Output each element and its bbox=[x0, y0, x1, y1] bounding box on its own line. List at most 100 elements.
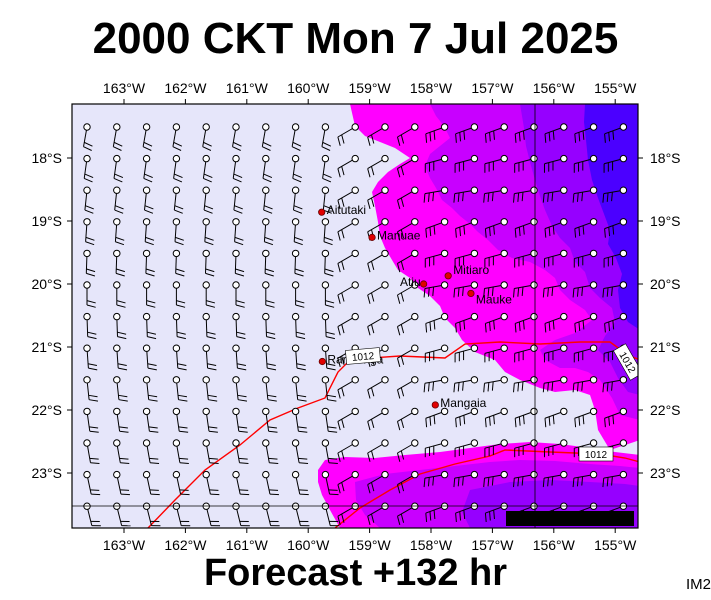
wind-barb bbox=[573, 154, 598, 173]
place-label: Mauke bbox=[476, 292, 512, 306]
wind-barb bbox=[337, 376, 359, 399]
wind-barb bbox=[232, 407, 248, 433]
copyright-box bbox=[506, 511, 634, 526]
wind-barb bbox=[113, 344, 128, 371]
wind-barb bbox=[514, 218, 538, 238]
place-label: Manuae bbox=[377, 228, 421, 242]
wind-barb bbox=[544, 123, 568, 143]
wind-barb bbox=[291, 312, 306, 340]
wind-barb bbox=[396, 376, 419, 399]
wind-barb bbox=[396, 281, 419, 304]
wind-barb bbox=[232, 470, 250, 496]
wind-barb bbox=[232, 186, 243, 214]
wind-barb bbox=[291, 249, 304, 277]
wind-barb bbox=[232, 218, 244, 246]
place-dot bbox=[444, 272, 452, 280]
wind-barb bbox=[291, 281, 305, 308]
wind-barb bbox=[262, 218, 274, 246]
wind-barb bbox=[321, 376, 337, 402]
wind-barb bbox=[514, 123, 538, 143]
lat-tick-label-left: 18°S bbox=[31, 150, 62, 166]
lon-tick-label-bottom: 159°W bbox=[349, 537, 392, 553]
wind-barb bbox=[142, 470, 160, 496]
wind-barb bbox=[543, 439, 568, 458]
wind-barb bbox=[337, 186, 359, 210]
wind-barb bbox=[513, 376, 538, 393]
wind-barb bbox=[291, 439, 309, 464]
wind-barb bbox=[367, 312, 389, 336]
wind-barb bbox=[367, 470, 389, 494]
wind-barb bbox=[321, 154, 332, 183]
isobar-label: 1012 bbox=[578, 446, 614, 462]
wind-barb bbox=[544, 218, 568, 238]
wind-barb bbox=[202, 376, 218, 402]
lon-tick-label-bottom: 158°W bbox=[410, 537, 453, 553]
place-dot bbox=[318, 357, 326, 366]
wind-barb bbox=[337, 123, 359, 146]
wind-barb bbox=[453, 376, 479, 393]
wind-barb bbox=[291, 407, 308, 433]
wind-barb bbox=[321, 439, 338, 464]
wind-barb bbox=[142, 281, 156, 308]
wind-barb bbox=[337, 470, 359, 494]
wind-barb bbox=[202, 123, 212, 151]
lon-tick-label-bottom: 162°W bbox=[164, 537, 207, 553]
wind-barb bbox=[83, 312, 97, 340]
wind-barb bbox=[113, 376, 128, 402]
wind-barb bbox=[367, 407, 389, 431]
lon-tick-label-top: 156°W bbox=[533, 80, 576, 96]
wind-barb bbox=[573, 344, 598, 363]
wind-barb bbox=[262, 407, 278, 433]
wind-barb bbox=[367, 376, 389, 399]
lat-tick-label-right: 22°S bbox=[650, 402, 681, 418]
wind-barb bbox=[604, 218, 628, 238]
wind-barb bbox=[113, 249, 126, 277]
wind-barb bbox=[321, 344, 336, 371]
lat-tick-label-right: 19°S bbox=[650, 213, 681, 229]
wind-barb bbox=[172, 123, 183, 151]
place-layer: AitutakiManuaeMitiaroAtiuMaukeRarotongaM… bbox=[318, 203, 512, 410]
place-dot bbox=[431, 401, 439, 409]
place-marker: Manuae bbox=[368, 228, 421, 242]
wind-barb bbox=[574, 312, 598, 333]
wind-barb bbox=[484, 154, 508, 173]
wind-barb bbox=[321, 281, 335, 308]
wind-barb bbox=[83, 344, 98, 371]
wind-barb bbox=[142, 186, 154, 214]
wind-barb bbox=[483, 186, 508, 203]
wind-barb bbox=[484, 407, 508, 428]
wind-barb bbox=[232, 376, 248, 402]
place-dot bbox=[420, 280, 428, 288]
wind-barb bbox=[83, 218, 95, 246]
wind-barb bbox=[514, 407, 538, 428]
map-frame bbox=[71, 103, 639, 529]
wind-barb bbox=[484, 218, 508, 238]
wind-barb bbox=[544, 312, 568, 333]
wind-barb bbox=[232, 344, 247, 371]
wind-barb bbox=[396, 407, 419, 431]
wind-barb bbox=[172, 281, 186, 308]
wind-barb bbox=[514, 344, 538, 363]
wind-barb bbox=[396, 470, 419, 494]
lon-tick-label-bottom: 155°W bbox=[594, 537, 637, 553]
wind-barb bbox=[113, 439, 130, 464]
copyright-text: Copyright metvuw.com bbox=[514, 513, 625, 525]
wind-barb bbox=[602, 281, 628, 298]
place-dot bbox=[368, 233, 376, 241]
lon-tick-label-bottom: 163°W bbox=[103, 537, 146, 553]
wind-barb bbox=[83, 281, 96, 308]
place-marker: Mangaia bbox=[431, 396, 487, 410]
wind-barb bbox=[202, 407, 218, 433]
wind-barb bbox=[142, 344, 157, 371]
lat-tick-label-left: 20°S bbox=[31, 276, 62, 292]
isobar-label-text: 1012 bbox=[352, 351, 376, 364]
wind-barb bbox=[453, 281, 479, 298]
lat-tick-label-right: 21°S bbox=[650, 339, 681, 355]
wind-barb bbox=[83, 502, 101, 527]
place-marker: Aitutaki bbox=[318, 203, 366, 217]
wind-barb bbox=[543, 154, 568, 173]
lon-tick-label-top: 157°W bbox=[471, 80, 514, 96]
wind-barb bbox=[262, 439, 279, 464]
wind-barb bbox=[542, 186, 568, 203]
wind-barb bbox=[425, 218, 449, 238]
